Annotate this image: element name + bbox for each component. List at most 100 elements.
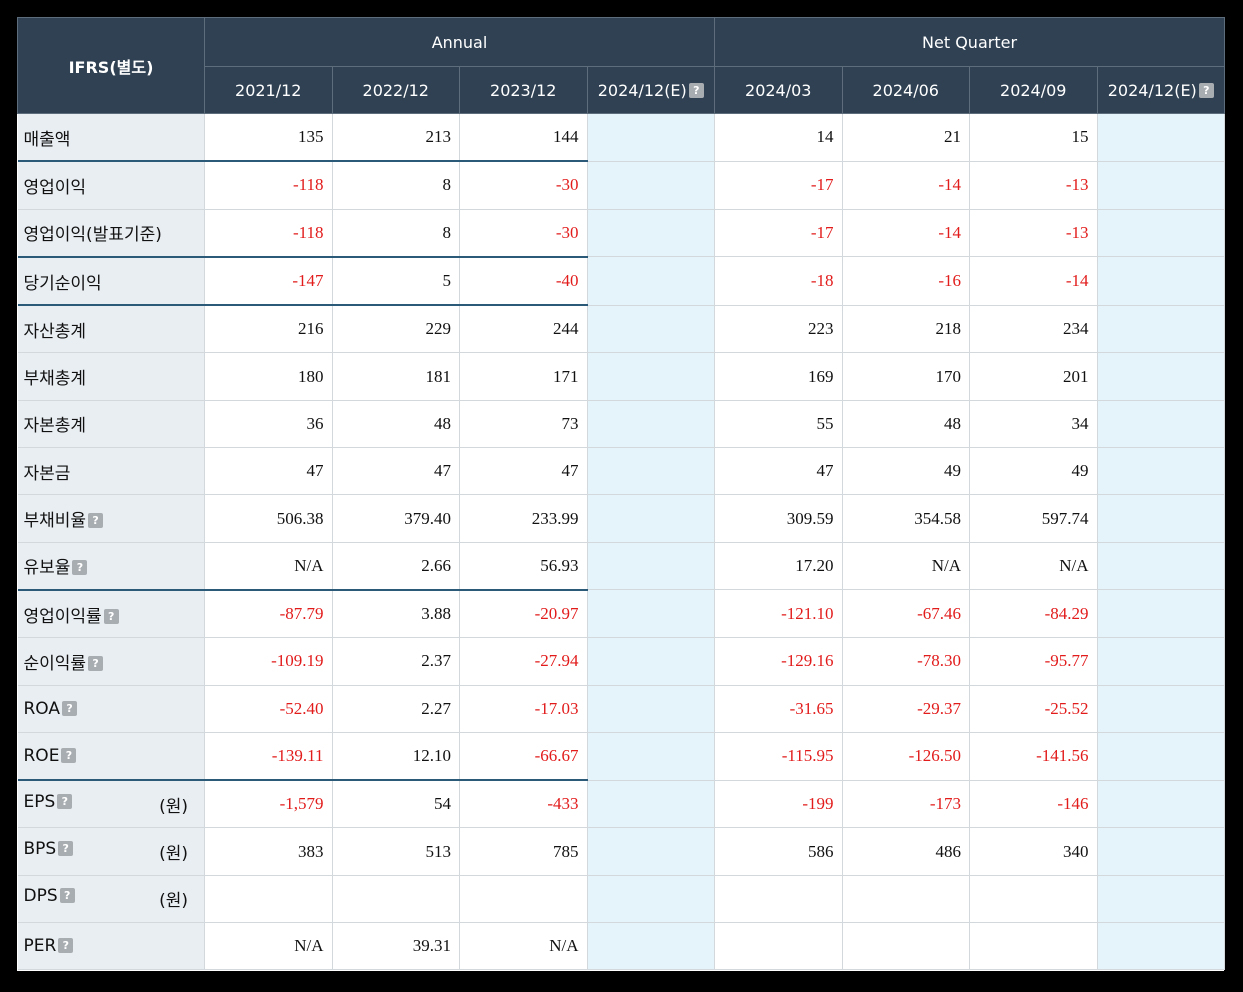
value-cell: 55: [714, 400, 843, 449]
row-label: 자산총계: [23, 321, 87, 342]
value-cell: 181: [332, 352, 460, 401]
value-cell: 8: [332, 209, 460, 258]
value-cell: -173: [842, 780, 970, 829]
value-cell: [842, 875, 970, 924]
period-header-7: 2024/12(E)?: [1096, 66, 1226, 114]
help-icon[interactable]: ?: [59, 888, 75, 904]
value-cell: 216: [204, 305, 333, 354]
value-cell: -67.46: [842, 589, 970, 639]
row-label: 자본금: [23, 463, 71, 484]
period-header-1: 2022/12: [331, 66, 460, 114]
value-cell: 49: [842, 447, 970, 496]
row-label: 부채총계: [23, 369, 87, 390]
table-row: 부채총계 180 181 171 169 170 201: [17, 352, 1226, 401]
help-icon[interactable]: ?: [62, 700, 78, 716]
value-cell: [714, 922, 843, 971]
period-header-2: 2023/12: [459, 66, 588, 114]
table-row: BPS? (원) 383 513 785 586 486 340: [17, 827, 1226, 876]
value-cell: [587, 637, 715, 686]
value-cell: [587, 352, 715, 401]
value-cell: [587, 542, 715, 591]
value-cell: 36: [204, 400, 333, 449]
value-cell: -40: [459, 256, 588, 307]
row-label-cell: BPS? (원): [17, 827, 205, 876]
row-label: 매출액: [23, 129, 71, 150]
row-label: EPS: [23, 791, 56, 812]
value-cell: [1097, 113, 1226, 162]
row-label: 영업이익(발표기준): [23, 225, 162, 246]
row-label-cell: 부채총계: [17, 352, 205, 401]
value-cell: 229: [332, 305, 460, 354]
value-cell: -14: [969, 256, 1098, 306]
table-row: 유보율? N/A 2.66 56.93 17.20 N/A N/A: [17, 542, 1226, 591]
value-cell: N/A: [204, 922, 333, 971]
table-row: 자본총계 36 48 73 55 48 34: [17, 400, 1226, 449]
value-cell: 379.40: [332, 494, 460, 543]
value-cell: [1097, 780, 1226, 829]
value-cell: 48: [332, 400, 460, 449]
row-label-cell: EPS? (원): [17, 780, 205, 829]
value-cell: -109.19: [204, 637, 333, 686]
row-label: 영업이익률: [23, 606, 102, 627]
value-cell: -126.50: [842, 732, 970, 781]
value-cell: [587, 400, 715, 449]
table-row: 영업이익(발표기준) -118 8 -30 -17 -14 -13: [17, 209, 1226, 258]
value-cell: [587, 305, 715, 354]
help-icon[interactable]: ?: [88, 513, 104, 529]
value-cell: -84.29: [969, 589, 1098, 639]
value-cell: N/A: [969, 542, 1098, 591]
table-row: ROA? -52.40 2.27 -17.03 -31.65 -29.37 -25.52: [17, 685, 1226, 733]
period-label: 2024/09: [1000, 80, 1067, 100]
value-cell: [587, 209, 715, 258]
value-cell: [1097, 400, 1226, 449]
help-icon[interactable]: ?: [103, 608, 119, 624]
value-cell: [1097, 589, 1226, 639]
help-icon[interactable]: ?: [72, 560, 88, 576]
period-label: 2024/12(E): [597, 80, 687, 100]
table-row: ROE? -139.11 12.10 -66.67 -115.95 -126.50 -141…: [17, 732, 1226, 782]
value-cell: -13: [969, 161, 1098, 210]
row-label-cell: 유보율?: [17, 542, 205, 591]
row-label: ROA: [23, 698, 61, 719]
value-cell: -14: [842, 209, 970, 258]
value-cell: [587, 494, 715, 543]
value-cell: 169: [714, 352, 843, 401]
help-icon[interactable]: ?: [1198, 82, 1214, 98]
value-cell: [332, 875, 460, 924]
value-cell: 49: [969, 447, 1098, 496]
value-cell: -25.52: [969, 685, 1098, 733]
row-label-cell: 영업이익률?: [17, 589, 205, 639]
help-icon[interactable]: ?: [688, 82, 704, 98]
value-cell: [1097, 447, 1226, 496]
row-unit: (원): [159, 796, 188, 817]
period-header-5: 2024/06: [841, 66, 970, 114]
value-cell: 171: [459, 352, 588, 401]
value-cell: 48: [842, 400, 970, 449]
value-cell: 180: [204, 352, 333, 401]
row-label: 자본총계: [23, 416, 87, 437]
value-cell: -121.10: [714, 589, 843, 639]
help-icon[interactable]: ?: [88, 655, 104, 671]
help-icon[interactable]: ?: [57, 793, 73, 809]
help-icon[interactable]: ?: [58, 841, 74, 857]
period-header-4: 2024/03: [714, 66, 843, 114]
value-cell: [587, 922, 715, 971]
value-cell: 73: [459, 400, 588, 449]
value-cell: 170: [842, 352, 970, 401]
value-cell: [1097, 494, 1226, 543]
value-cell: [1097, 827, 1226, 876]
value-cell: [1097, 352, 1226, 401]
value-cell: -29.37: [842, 685, 970, 733]
value-cell: 8: [332, 161, 460, 210]
row-label-cell: DPS? (원): [17, 875, 205, 924]
value-cell: -199: [714, 780, 843, 829]
value-cell: -141.56: [969, 732, 1098, 781]
value-cell: -1,579: [204, 780, 333, 829]
value-cell: -20.97: [459, 589, 588, 639]
value-cell: 223: [714, 305, 843, 354]
help-icon[interactable]: ?: [61, 748, 77, 763]
row-label: 당기순이익: [23, 273, 102, 294]
value-cell: [842, 922, 970, 971]
help-icon[interactable]: ?: [58, 938, 74, 954]
value-cell: [587, 256, 715, 306]
